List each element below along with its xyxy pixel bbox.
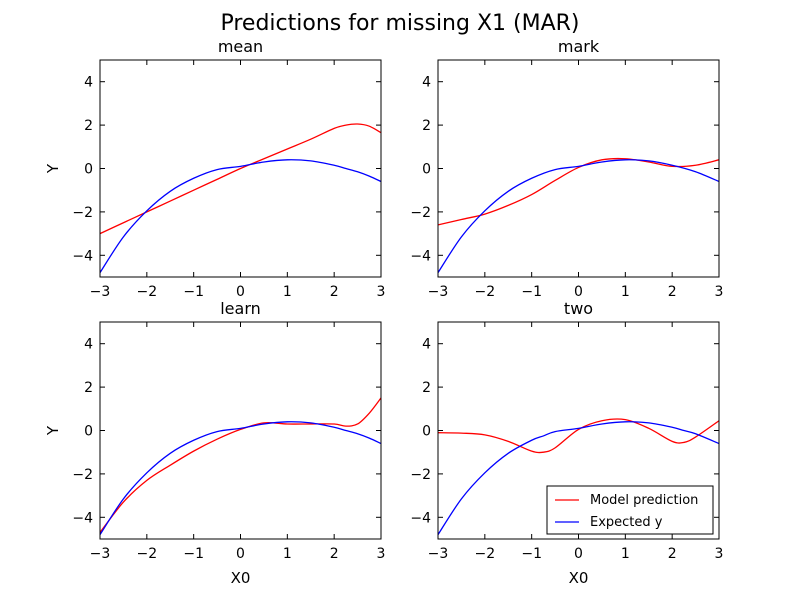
y-tick-label: 2 <box>84 118 93 134</box>
x-tick-label: 3 <box>715 546 724 562</box>
figure-title: Predictions for missing X1 (MAR) <box>220 11 579 36</box>
axes-frame <box>99 321 382 540</box>
x-tick-label: 2 <box>330 284 339 300</box>
y-tick-label: −2 <box>72 205 93 221</box>
x-tick-label: 0 <box>574 546 583 562</box>
x-tick-label: 2 <box>668 284 677 300</box>
x-tick-label: 1 <box>283 284 292 300</box>
legend-box <box>546 485 714 535</box>
y-axis-label: Y <box>44 425 62 436</box>
subplot-title: learn <box>220 299 261 318</box>
y-tick-label: 2 <box>422 380 431 396</box>
subplot-learn: learn −3 −2 −1 0 1 2 3 −4 −2 0 2 4 Y X0 <box>44 299 385 587</box>
y-tick-label: 4 <box>422 75 431 91</box>
x-tick-label: 0 <box>574 284 583 300</box>
x-tick-label: −1 <box>183 284 204 300</box>
y-tick-label: 2 <box>84 380 93 396</box>
x-tick-label: −3 <box>428 284 449 300</box>
series-line-expected-y <box>100 421 381 536</box>
subplot-mean: mean −3 −2 −1 0 1 2 3 −4 −2 0 2 4 Y <box>44 37 385 300</box>
series-line-model-prediction <box>100 397 381 533</box>
legend-label: Model prediction <box>590 493 698 508</box>
x-tick-label: 2 <box>330 546 339 562</box>
subplot-title: mean <box>218 37 263 56</box>
series-line-expected-y <box>438 159 719 274</box>
series-line-expected-y <box>100 159 381 274</box>
y-tick-label: 4 <box>84 337 93 353</box>
y-tick-label: −2 <box>72 467 93 483</box>
y-tick-label: 4 <box>84 75 93 91</box>
x-tick-label: −3 <box>90 546 111 562</box>
y-tick-label: −4 <box>72 510 93 526</box>
x-tick-label: 0 <box>236 546 245 562</box>
x-tick-label: 3 <box>377 284 386 300</box>
y-tick-label: −2 <box>410 467 431 483</box>
x-tick-label: −2 <box>137 546 158 562</box>
subplot-title: mark <box>558 37 600 56</box>
x-tick-label: −2 <box>475 284 496 300</box>
x-tick-label: −2 <box>475 546 496 562</box>
x-tick-label: −1 <box>521 284 542 300</box>
y-tick-label: 0 <box>84 424 93 440</box>
y-tick-label: −4 <box>72 248 93 264</box>
x-axis-label: X0 <box>231 569 251 587</box>
x-axis-label: X0 <box>569 569 589 587</box>
series-line-expected-y <box>438 421 719 536</box>
x-tick-label: 0 <box>236 284 245 300</box>
y-tick-label: 0 <box>422 424 431 440</box>
subplot-two: two −3 −2 −1 0 1 2 3 −4 −2 0 2 4 X0 <box>410 299 723 587</box>
series-line-model-prediction <box>438 418 719 454</box>
x-tick-label: −3 <box>428 546 449 562</box>
x-tick-label: 3 <box>377 546 386 562</box>
y-tick-label: −4 <box>410 510 431 526</box>
x-tick-label: 1 <box>621 546 630 562</box>
y-tick-label: 2 <box>422 118 431 134</box>
legend-label: Expected y <box>590 515 663 530</box>
axes-frame <box>437 59 720 278</box>
x-tick-label: 1 <box>283 546 292 562</box>
x-tick-label: −3 <box>90 284 111 300</box>
subplot-title: two <box>564 299 593 318</box>
y-tick-label: −2 <box>410 205 431 221</box>
x-tick-label: 2 <box>668 546 677 562</box>
x-tick-label: −1 <box>521 546 542 562</box>
y-tick-label: 0 <box>84 162 93 178</box>
x-tick-label: −1 <box>183 546 204 562</box>
y-axis-label: Y <box>44 163 62 174</box>
x-tick-label: 1 <box>621 284 630 300</box>
x-tick-label: 3 <box>715 284 724 300</box>
series-line-model-prediction <box>438 157 719 226</box>
y-tick-label: −4 <box>410 248 431 264</box>
x-tick-label: −2 <box>137 284 158 300</box>
series-line-model-prediction <box>100 123 381 235</box>
legend: Model prediction Expected y <box>546 485 714 535</box>
subplot-mark: mark −3 −2 −1 0 1 2 3 −4 −2 0 2 4 <box>410 37 723 300</box>
y-tick-label: 0 <box>422 162 431 178</box>
y-tick-label: 4 <box>422 337 431 353</box>
